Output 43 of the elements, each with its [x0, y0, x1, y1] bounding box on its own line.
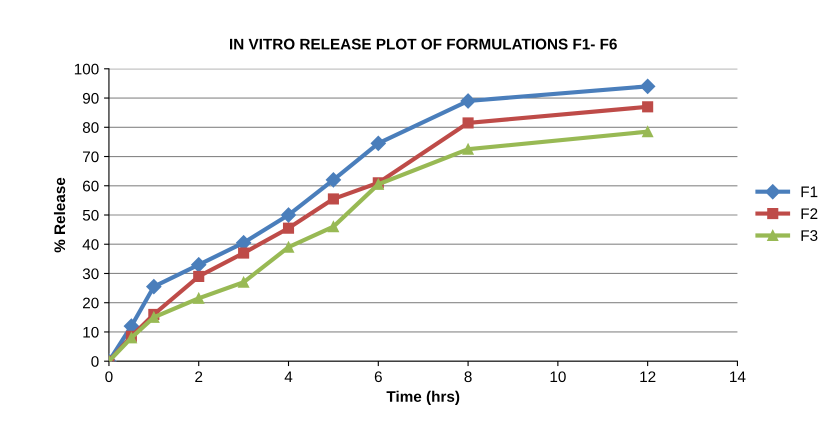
point — [191, 257, 206, 272]
legend-label: F1 — [802, 186, 818, 198]
point — [193, 292, 204, 304]
y-tick-label: 20 — [82, 298, 99, 308]
point — [328, 221, 339, 232]
point — [462, 144, 474, 155]
y-tick-label: 50 — [82, 210, 99, 221]
point — [280, 207, 296, 223]
point — [640, 78, 656, 94]
point — [238, 247, 250, 259]
x-axis-title: Time (hrs) — [386, 390, 460, 405]
y-axis-title: % Release — [54, 178, 66, 252]
x-tick-label: 0 — [105, 371, 113, 382]
y-tick-label: 0 — [91, 356, 99, 367]
y-tick-label: 10 — [83, 326, 99, 338]
point — [642, 101, 654, 112]
point — [326, 172, 341, 188]
y-tick-label: 40 — [82, 239, 99, 250]
x-tick-label: 12 — [640, 371, 656, 382]
x-tick-label: 8 — [464, 371, 472, 382]
point — [460, 93, 476, 109]
legend-label: F3 — [802, 230, 818, 241]
x-tick-label: 2 — [195, 371, 202, 382]
point — [193, 270, 204, 282]
y-tick-label: 90 — [82, 92, 99, 104]
point — [370, 136, 386, 151]
point — [146, 279, 162, 294]
x-tick-label: 14 — [730, 371, 746, 382]
y-tick-label: 30 — [82, 268, 99, 280]
x-tick-label: 6 — [374, 371, 382, 382]
legend-label: F2 — [802, 208, 818, 219]
point — [642, 126, 654, 138]
y-tick-label: 80 — [82, 122, 99, 133]
point — [238, 276, 250, 288]
x-tick-label: 10 — [550, 371, 566, 382]
chart-title: IN VITRO RELEASE PLOT OF FORMULATIONS F1- F6 — [230, 38, 617, 50]
point — [328, 193, 339, 204]
point — [282, 222, 294, 234]
point — [462, 117, 474, 128]
y-tick-label: 60 — [83, 180, 99, 192]
y-tick-label: 100 — [74, 64, 99, 74]
x-tick-label: 4 — [284, 371, 292, 382]
y-tick-label: 70 — [83, 151, 99, 162]
